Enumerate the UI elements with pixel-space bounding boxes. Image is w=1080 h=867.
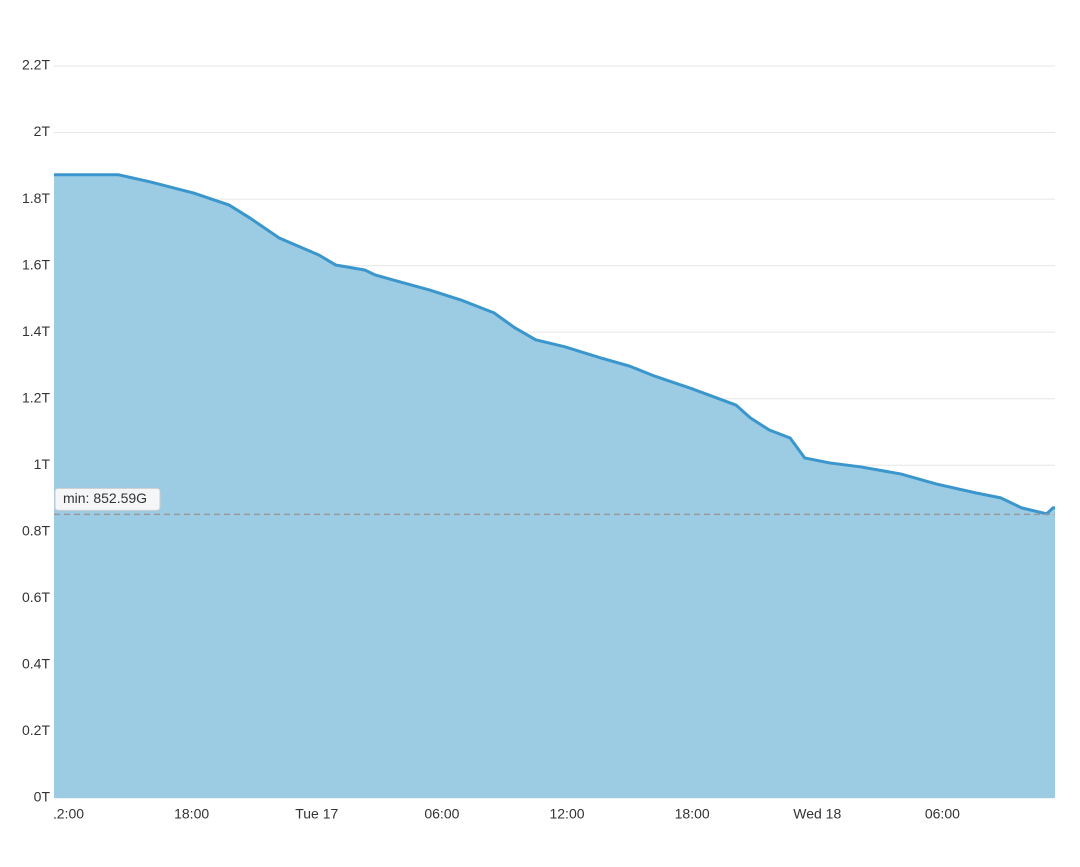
min-label-box [54,487,161,511]
x-tick-label: 12:00 [549,806,584,822]
line [54,173,1055,516]
y-tick-label: 2.2T [22,57,50,73]
x-tick-label: Wed 18 [793,806,841,822]
x-tick-label: 12:00 [49,806,84,822]
y-tick-label: 0.6T [22,589,50,605]
y-tick-label: 0.8T [22,523,50,539]
y-tick-label: 1.2T [22,389,50,405]
x-tick-label: 06:00 [925,806,960,822]
y-tick-label: 0T [34,789,51,805]
y-tick-label: 0.4T [22,656,50,672]
x-tick-label: 18:00 [675,806,710,822]
x-tick-label: 18:00 [174,806,209,822]
y-tick-label: 0.2T [22,722,50,738]
x-tick-label: 06:00 [424,806,459,822]
y-tick-label: 1.4T [22,323,50,339]
y-tick-label: 1T [34,456,51,472]
x-tick-label: Tue 17 [295,806,338,822]
area [54,174,1055,798]
y-tick-label: 1.6T [22,256,50,272]
min-label: min: 852.59G [63,490,147,506]
y-tick-label: 2T [34,123,51,139]
y-tick-label: 1.8T [22,190,50,206]
